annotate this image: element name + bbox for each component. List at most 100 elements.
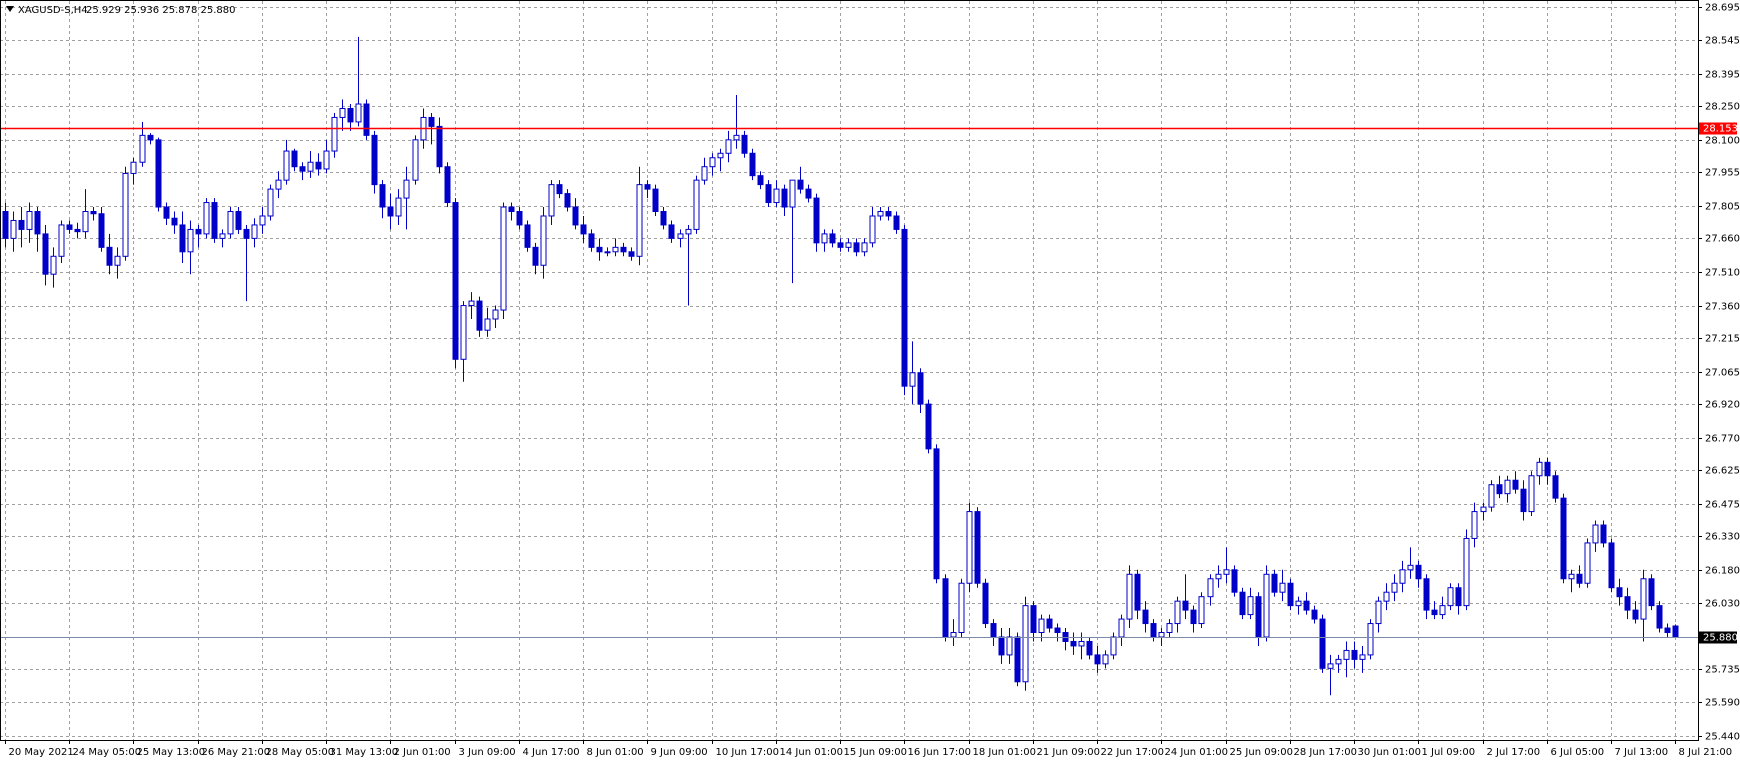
candle-body [942,578,949,638]
y-tick-label: 27.215 [1705,334,1740,345]
candle-body [925,403,932,450]
x-tick-label: 30 Jun 01:00 [1358,747,1422,758]
x-tick-label: 4 Jun 17:00 [523,747,580,758]
y-tick-label: 28.100 [1705,136,1740,147]
candle-body [444,166,451,204]
candle-body [1656,605,1663,629]
candle-body [773,188,780,204]
candle-body [781,188,788,208]
candle-body [195,228,202,235]
candle-body [1231,569,1238,593]
candle-body [1624,596,1631,611]
candle-body [171,217,178,226]
candle-body [789,179,796,208]
menu-triangle[interactable] [6,6,14,12]
candle-body [1560,497,1567,580]
y-tick-label: 26.625 [1705,466,1740,477]
candle-body [1383,591,1390,602]
candle-body [1263,573,1270,638]
candle-body [90,211,97,215]
candle-body [1006,636,1013,656]
y-tick-label: 26.920 [1705,400,1740,411]
candle-body [958,582,965,634]
x-tick-label: 28 Jun 17:00 [1294,747,1358,758]
candle-body [139,134,146,163]
candle-body [251,224,258,239]
candle-body [492,309,499,320]
candle-body [403,179,410,199]
candle-body [548,184,555,217]
candle-body [805,188,812,199]
candle-body [50,255,57,275]
candle-body [636,184,643,257]
y-tick-label: 27.955 [1705,168,1740,179]
candle-body [1544,461,1551,477]
candle-body [1014,636,1021,683]
y-tick-label: 25.590 [1705,698,1740,709]
y-tick-label: 28.250 [1705,102,1740,113]
candle-body [660,211,667,226]
candle-body [797,179,804,190]
candle-body [1463,537,1470,607]
candle-body [219,233,226,239]
x-tick-label: 16 Jun 17:00 [908,747,972,758]
candle-body [701,166,708,181]
candle-body [10,219,17,239]
candle-body [564,193,571,208]
candle-body [299,166,306,172]
candle-body [1054,627,1061,634]
candle-body [1343,649,1350,660]
candle-body [1166,623,1173,634]
candle-body [98,213,105,248]
candle-body [387,206,394,217]
candle-body [1600,524,1607,544]
y-tick-label: 27.360 [1705,302,1740,313]
candle-body [179,224,186,253]
candle-body [1407,564,1414,571]
candle-body [476,300,483,331]
candle-body [436,125,443,168]
candle-body [540,215,547,266]
candle-body [66,224,73,230]
candle-body [733,134,740,141]
y-tick-label: 26.475 [1705,500,1740,511]
candle-body [901,228,908,387]
candle-body [18,219,25,230]
candle-body [74,228,81,233]
candle-body [1455,587,1462,607]
candle-body [1423,578,1430,611]
candle-body [1480,506,1487,513]
candle-body [2,211,9,239]
candle-body [1295,600,1302,607]
candle-body [412,139,419,181]
chart-title: XAGUSD-S,H4 [18,5,88,16]
candle-body [243,228,250,239]
candle-body [524,224,531,248]
candle-body [34,211,41,235]
candle-body [556,184,563,195]
x-tick-label: 1 Jul 09:00 [1422,747,1476,758]
candle-body [1359,654,1366,660]
candle-body [1640,578,1647,620]
x-tick-label: 6 Jul 05:00 [1551,747,1605,758]
candle-body [1447,587,1454,607]
candle-body [114,255,121,266]
candle-body [291,150,298,168]
x-tick-label: 8 Jun 01:00 [587,747,644,758]
candle-body [1375,600,1382,625]
candle-body [990,623,997,638]
candle-body [982,582,989,625]
candle-body [1584,542,1591,584]
candle-body [1552,475,1559,499]
candle-body [275,179,282,190]
candle-body [644,184,651,190]
candle-body [1520,488,1527,513]
candle-body [82,211,89,233]
candle-body [1078,640,1085,647]
candle-body [1608,542,1615,589]
candle-body [725,139,732,154]
candle-body [1022,605,1029,683]
candle-body [974,511,981,584]
candle-body [1110,636,1117,656]
